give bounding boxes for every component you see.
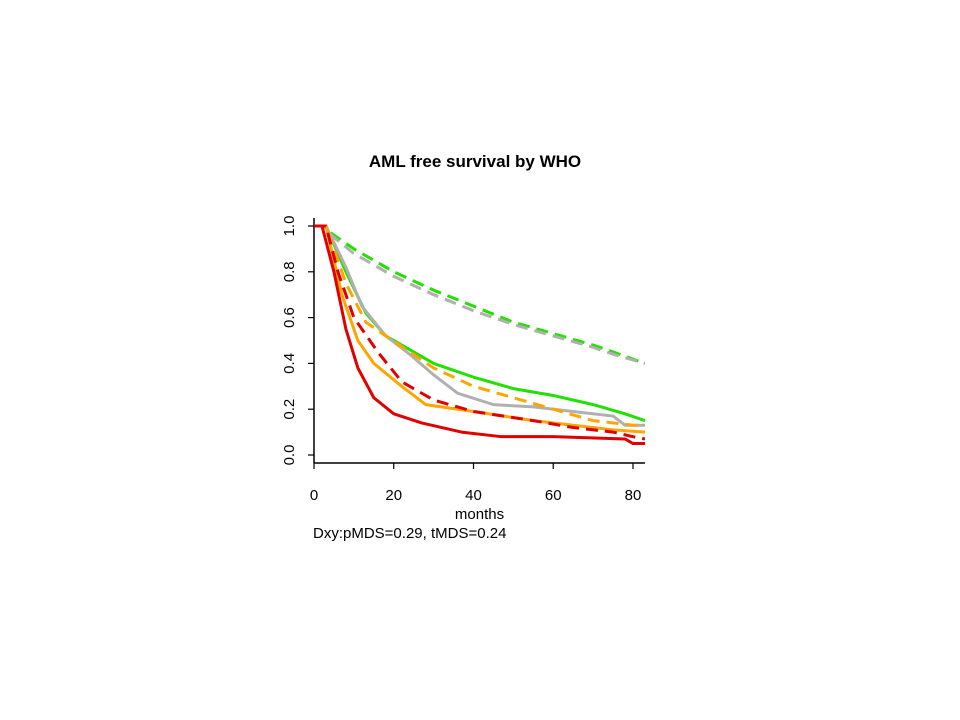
x-tick-label: 60 [545,487,562,504]
x-tick-label: 20 [385,487,402,504]
survival-curve-0 [314,224,646,365]
survival-curve-3 [314,224,645,427]
survival-curve-6 [314,224,646,441]
y-tick-label: 0.6 [281,307,298,328]
y-tick-label: 0.4 [281,353,298,374]
x-tick-label: 0 [310,487,318,504]
dxy-note: Dxy:pMDS=0.29, tMDS=0.24 [313,525,507,542]
y-tick-label: 0.0 [281,445,298,466]
x-axis-label: months [455,506,504,523]
y-tick-label: 1.0 [281,216,298,237]
survival-curve-4 [314,224,645,427]
survival-curve-2 [314,224,646,423]
y-tick-label: 0.2 [281,399,298,420]
y-tick-label: 0.8 [281,261,298,282]
x-tick-label: 40 [465,487,482,504]
chart-title: AML free survival by WHO [368,152,582,171]
survival-curve-1 [314,224,646,365]
x-tick-label: 80 [625,487,642,504]
survival-curve-7 [314,224,645,446]
survival-curve-5 [314,224,646,434]
